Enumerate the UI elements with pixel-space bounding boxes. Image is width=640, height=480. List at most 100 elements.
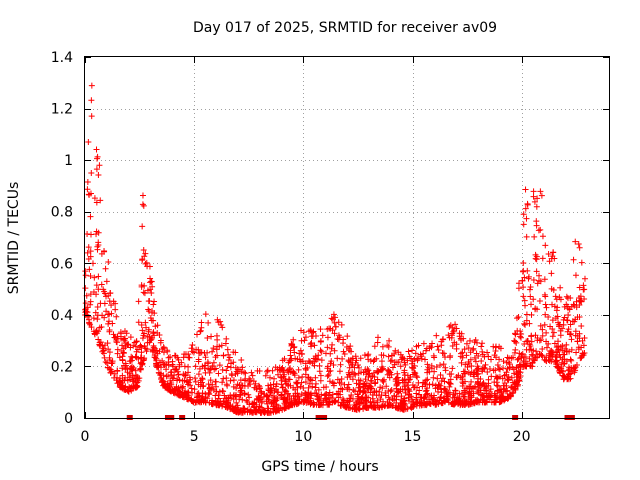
data-point [500,358,507,365]
data-point [281,400,288,407]
data-point [119,342,126,349]
data-point [176,392,183,399]
data-point [306,380,313,387]
data-point [126,373,133,380]
data-point [125,388,132,395]
data-point [524,201,531,208]
x-tick-label: 5 [190,429,199,445]
data-point [318,401,325,408]
data-point [538,192,545,199]
data-point [142,319,149,326]
data-point [520,363,527,370]
data-point [256,384,263,391]
data-point [465,344,472,351]
data-point [187,382,194,389]
data-point [150,342,157,349]
data-point [308,399,315,406]
data-point [192,378,199,385]
data-point [351,388,358,395]
data-point [407,374,414,381]
data-point [467,349,474,356]
data-point [478,343,485,350]
data-point [445,332,452,339]
data-point [212,354,219,361]
data-point [94,303,101,310]
data-point [374,369,381,376]
data-point [278,391,285,398]
data-point [520,260,527,267]
data-point [242,370,249,377]
baseline-mark [564,415,571,420]
data-point [88,170,95,177]
data-point [90,315,97,322]
data-point [412,396,419,403]
data-point [159,357,166,364]
data-point [456,390,463,397]
data-point [401,359,408,366]
data-point [446,371,453,378]
data-point [418,399,425,406]
data-point [308,333,315,340]
data-point [370,369,377,376]
data-point [526,320,533,327]
data-point [576,335,583,342]
data-point [308,377,315,384]
data-point [281,371,288,378]
data-point [327,367,334,374]
baseline-mark [568,415,575,420]
data-point [424,400,431,407]
data-point [549,333,556,340]
data-point [100,347,107,354]
data-point [385,343,392,350]
data-point [265,382,272,389]
data-point [238,368,245,375]
data-point [399,355,406,362]
data-point [478,382,485,389]
data-point [511,337,518,344]
data-point [253,407,260,414]
data-point [195,346,202,353]
axis-ticks: 0 0.2 0.4 0.6 0.8 1 1.2 1.4 0 5 10 15 20 [51,50,609,445]
data-point [530,188,537,195]
data-point [558,359,565,366]
data-point [215,401,222,408]
data-point [410,401,417,408]
data-point [316,362,323,369]
baseline-marks [126,415,575,420]
data-point [329,379,336,386]
data-point [374,339,381,346]
data-point [537,322,544,329]
data-point [164,386,171,393]
data-point [87,213,94,220]
data-point [323,390,330,397]
data-point [138,321,145,328]
data-point [512,338,519,345]
data-point [467,356,474,363]
data-point [95,286,102,293]
data-point [245,391,252,398]
data-point [393,393,400,400]
data-point [238,387,245,394]
data-point [568,336,575,343]
data-point [99,312,106,319]
data-point [433,364,440,371]
data-point [527,293,534,300]
data-point [453,374,460,381]
data-point [103,293,110,300]
data-point [434,375,441,382]
data-point [388,357,395,364]
data-point [320,384,327,391]
data-point [348,361,355,368]
data-point [525,275,532,282]
data-point [195,350,202,357]
data-point [95,229,102,236]
data-point [371,343,378,350]
data-point [302,378,309,385]
data-point [484,369,491,376]
data-point [82,300,89,307]
data-point [216,343,223,350]
data-point [498,389,505,396]
data-point [195,358,202,365]
data-point [357,384,364,391]
data-point [520,211,527,218]
